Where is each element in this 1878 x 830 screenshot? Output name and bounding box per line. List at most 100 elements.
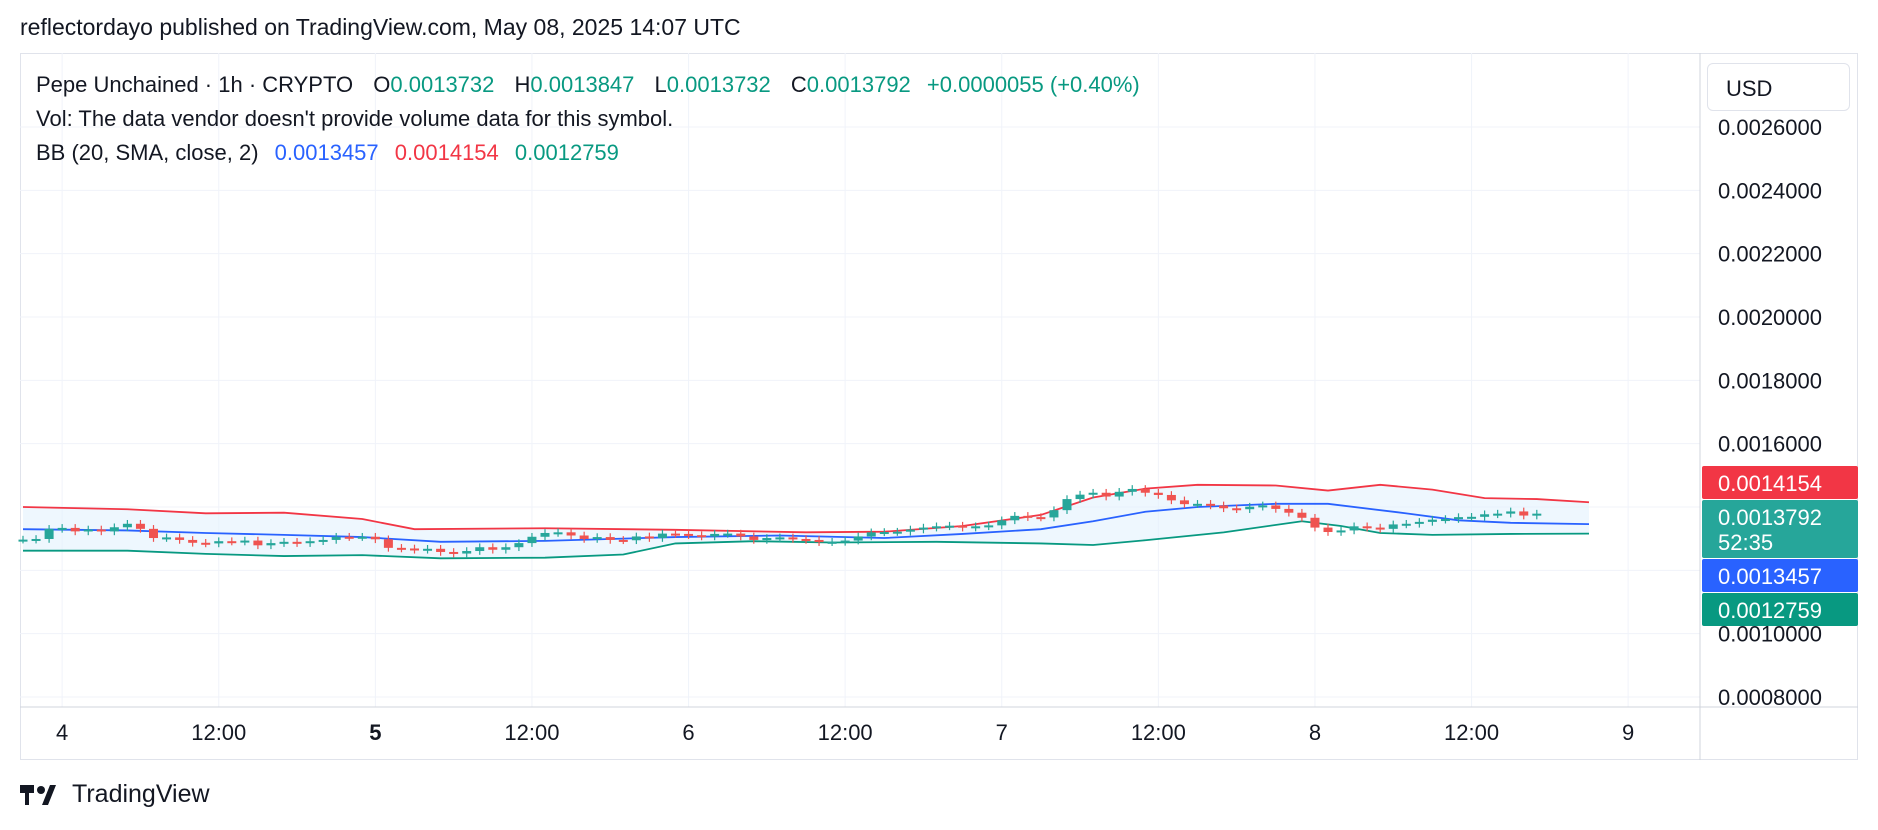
candle-body bbox=[1297, 512, 1307, 518]
time-tick-label: 6 bbox=[682, 720, 694, 745]
candle-body bbox=[527, 536, 537, 544]
candle-body bbox=[122, 523, 132, 528]
tradingview-footer[interactable]: TradingView bbox=[20, 780, 210, 809]
candle-body bbox=[436, 548, 446, 552]
candle-body bbox=[579, 535, 589, 539]
candle-body bbox=[958, 525, 968, 528]
candle-body bbox=[1075, 494, 1085, 500]
candle-body bbox=[1349, 526, 1359, 531]
candle-body bbox=[462, 551, 472, 554]
candle-body bbox=[736, 533, 746, 537]
candle-body bbox=[44, 528, 54, 539]
candle-body bbox=[540, 532, 550, 537]
candle-body bbox=[801, 538, 811, 541]
time-tick-label: 12:00 bbox=[1131, 720, 1186, 745]
candle-body bbox=[1493, 513, 1503, 516]
candle-body bbox=[827, 541, 837, 544]
candle-body bbox=[162, 537, 172, 540]
candle-body bbox=[684, 533, 694, 536]
symbol-title[interactable]: Pepe Unchained · 1h · CRYPTO bbox=[36, 72, 354, 97]
bb-upper-box bbox=[1702, 466, 1858, 499]
candle-body bbox=[1179, 500, 1189, 505]
bb-lower-box bbox=[1702, 593, 1858, 626]
chart-frame[interactable] bbox=[20, 53, 1858, 760]
candle-body bbox=[318, 539, 328, 542]
candle-body bbox=[514, 543, 524, 548]
candle-body bbox=[83, 529, 93, 532]
candle-body bbox=[488, 547, 498, 550]
candle-body bbox=[840, 540, 850, 543]
candle-body bbox=[175, 537, 185, 540]
legend-bb: BB (20, SMA, close, 2) 0.0013457 0.00141… bbox=[36, 140, 619, 166]
candle-body bbox=[1232, 508, 1242, 511]
time-tick-label: 12:00 bbox=[504, 720, 559, 745]
published-credit: reflectordayo published on TradingView.c… bbox=[20, 14, 741, 40]
candle-body bbox=[618, 539, 628, 542]
candle-body bbox=[331, 536, 341, 540]
candle-body bbox=[1153, 492, 1163, 495]
candle-body bbox=[357, 536, 367, 539]
candle-body bbox=[1036, 517, 1046, 520]
candle-body bbox=[605, 537, 615, 540]
bb-basis-line bbox=[22, 502, 1590, 543]
open-value: 0.0013732 bbox=[390, 72, 495, 97]
candle-body bbox=[1467, 516, 1477, 519]
candle-body bbox=[1519, 511, 1529, 516]
candle-body bbox=[592, 537, 602, 540]
candle-body bbox=[57, 527, 67, 530]
candle-body bbox=[553, 532, 563, 535]
candle-body bbox=[1362, 526, 1372, 529]
candle-body bbox=[149, 528, 158, 539]
candle-body bbox=[866, 532, 876, 537]
bb-label[interactable]: BB (20, SMA, close, 2) bbox=[36, 140, 259, 165]
candle-body bbox=[997, 520, 1007, 526]
time-tick-label: 12:00 bbox=[191, 720, 246, 745]
bb-upper-value: 0.0014154 bbox=[394, 140, 499, 165]
time-tick-label: 4 bbox=[56, 720, 68, 745]
candle-body bbox=[31, 538, 41, 541]
high-key: H bbox=[514, 72, 531, 97]
tradingview-logo-icon bbox=[20, 784, 56, 805]
candle-body bbox=[788, 537, 798, 540]
candle-body bbox=[344, 536, 354, 539]
candle-body bbox=[1101, 492, 1111, 497]
candle-body bbox=[1140, 488, 1150, 493]
currency-button[interactable]: USD bbox=[1707, 63, 1850, 111]
candle-body bbox=[1414, 521, 1424, 524]
open-key: O bbox=[373, 72, 391, 97]
candle-body bbox=[984, 525, 994, 528]
last-price-box bbox=[1702, 500, 1858, 558]
candle-body bbox=[657, 533, 667, 539]
candle-body bbox=[1532, 513, 1542, 516]
time-tick-label: 12:00 bbox=[818, 720, 873, 745]
candle-body bbox=[96, 529, 106, 532]
candle-body bbox=[566, 532, 576, 536]
bb-lower-label: 0.0012759 bbox=[1718, 598, 1822, 623]
change-value: +0.0000055 (+0.40%) bbox=[926, 72, 1140, 97]
candle-body bbox=[1454, 517, 1463, 520]
high-value: 0.0013847 bbox=[530, 72, 635, 97]
candle-body bbox=[1219, 505, 1229, 509]
candle-body bbox=[945, 525, 955, 528]
price-tick-label: 0.0024000 bbox=[1718, 178, 1822, 203]
candle-body bbox=[410, 548, 419, 551]
candle-body bbox=[188, 539, 198, 543]
candle-body bbox=[1401, 523, 1411, 526]
candle-body bbox=[710, 533, 720, 537]
candle-body bbox=[1440, 519, 1450, 522]
close-value: 0.0013792 bbox=[806, 72, 911, 97]
candle-body bbox=[1127, 488, 1137, 492]
footer-brand: TradingView bbox=[72, 780, 210, 808]
candle-body bbox=[1388, 524, 1398, 529]
candle-body bbox=[814, 539, 824, 543]
candle-body bbox=[644, 536, 654, 539]
legend-ohlc: Pepe Unchained · 1h · CRYPTO O0.0013732 … bbox=[36, 72, 1140, 98]
candle-body bbox=[1375, 527, 1385, 530]
candle-body bbox=[266, 543, 276, 546]
candle-body bbox=[279, 541, 289, 544]
candle-body bbox=[1166, 494, 1176, 501]
time-tick-label: 12:00 bbox=[1444, 720, 1499, 745]
candle-body bbox=[109, 527, 119, 532]
time-tick-label: 5 bbox=[369, 720, 381, 745]
